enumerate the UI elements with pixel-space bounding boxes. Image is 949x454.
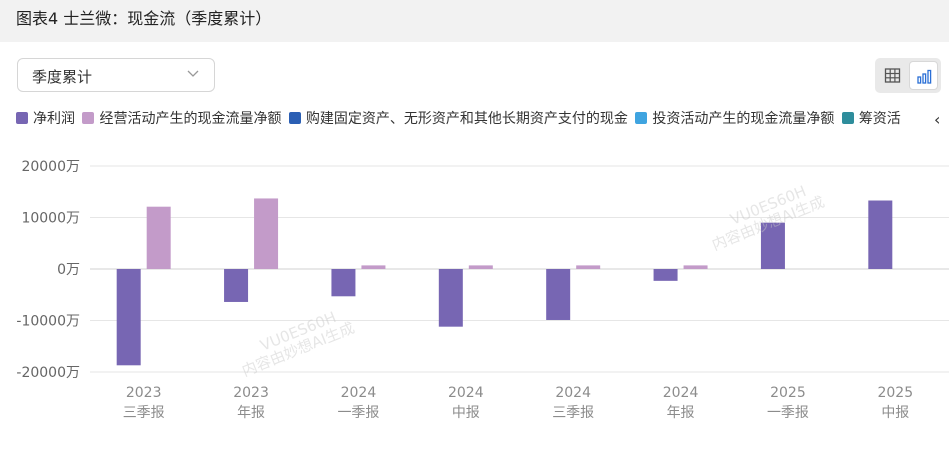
bar [760, 222, 785, 269]
chevron-down-icon [187, 70, 199, 77]
bar [576, 265, 601, 269]
bar [331, 269, 356, 297]
x-tick-label: 一季报 [767, 405, 809, 421]
x-tick-label: 2025 [877, 385, 913, 401]
bar [683, 265, 708, 269]
legend-swatch [841, 112, 854, 124]
x-tick-label: 三季报 [123, 405, 165, 421]
x-tick-label: 一季报 [337, 405, 379, 421]
table-icon [884, 68, 901, 83]
chart-view-button[interactable] [909, 61, 938, 90]
chart-header: 图表4 士兰微：现金流（季度累计） [0, 0, 949, 42]
x-tick-label: 2023 [233, 385, 269, 401]
y-tick-label: -20000万 [16, 365, 80, 381]
x-tick-label: 2024 [555, 385, 591, 401]
legend-item-net-profit[interactable]: 净利润 [16, 108, 75, 128]
x-tick-label: 2024 [448, 385, 484, 401]
x-tick-label: 2024 [663, 385, 699, 401]
bar [468, 265, 493, 269]
bar [653, 269, 678, 281]
y-tick-label: 20000万 [21, 159, 80, 175]
legend-swatch [16, 112, 28, 124]
y-tick-label: -10000万 [16, 314, 80, 330]
legend-item-operating-cash-flow[interactable]: 经营活动产生的现金流量净额 [82, 108, 281, 128]
x-tick-label: 2025 [770, 385, 806, 401]
period-select[interactable]: 季度累计 [17, 58, 215, 92]
x-tick-label: 中报 [452, 405, 480, 421]
legend-item-investing-cash-flow[interactable]: 投资活动产生的现金流量净额 [635, 108, 834, 128]
chart-title: 图表4 士兰微：现金流（季度累计） [16, 9, 272, 28]
legend-swatch [288, 112, 301, 124]
bar [116, 269, 141, 366]
bar [438, 269, 463, 327]
x-tick-label: 2024 [341, 385, 377, 401]
x-tick-label: 中报 [881, 405, 909, 421]
y-tick-label: 10000万 [21, 211, 80, 227]
bar [224, 269, 249, 302]
bar [868, 200, 893, 269]
bar [546, 269, 571, 320]
x-tick-label: 年报 [667, 405, 695, 421]
bar [146, 206, 171, 269]
x-tick-label: 三季报 [552, 405, 594, 421]
legend-item-capex[interactable]: 购建固定资产、无形资产和其他长期资产支付的现金 [288, 108, 628, 128]
chart-bars [116, 198, 893, 366]
bar [361, 265, 386, 269]
y-axis-ticks: 20000万 10000万 0万 -10000万 -20000万 [16, 159, 80, 381]
legend-swatch [82, 112, 95, 124]
x-tick-label: 2023 [126, 385, 162, 401]
view-toggle [875, 58, 941, 93]
chart-legend: 净利润 经营活动产生的现金流量净额 购建固定资产、无形资产和其他长期资产支付的现… [16, 108, 934, 134]
legend-item-financing-cash-flow[interactable]: 筹资活 [841, 108, 901, 128]
period-select-value: 季度累计 [32, 68, 93, 86]
chevron-left-icon[interactable]: ‹ [934, 110, 941, 129]
bar [254, 198, 279, 269]
y-tick-label: 0万 [57, 262, 80, 278]
x-axis-ticks: 2023 三季报 2023 年报 2024 一季报 2024 中报 2024 三季报 2024 年报 2… [123, 385, 913, 421]
x-tick-label: 年报 [237, 405, 265, 421]
table-view-button[interactable] [878, 61, 907, 90]
legend-swatch [635, 112, 648, 124]
bar-chart-icon [917, 69, 932, 84]
